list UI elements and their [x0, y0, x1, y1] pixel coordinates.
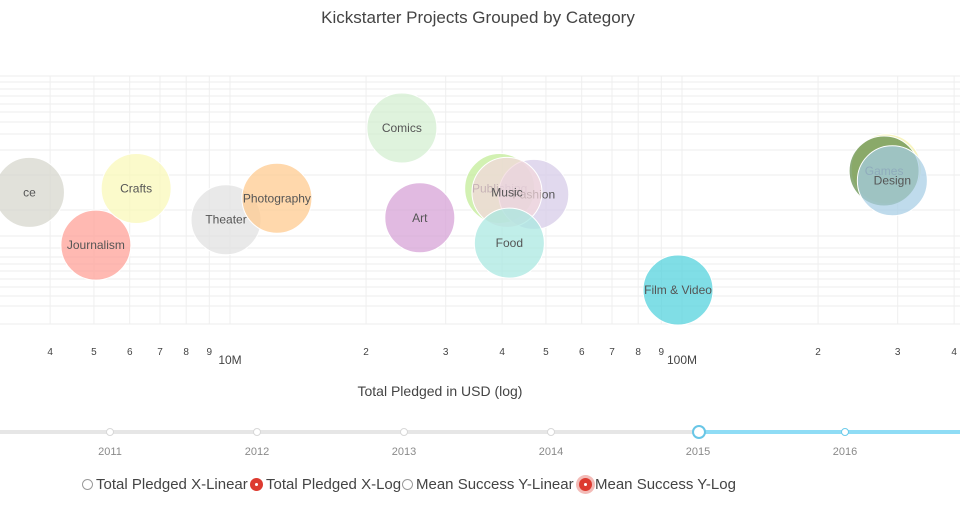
- x-tick-label: 6: [127, 347, 133, 358]
- slider-year-label[interactable]: 2016: [832, 446, 858, 458]
- radio-mean-success-y-log[interactable]: Mean Success Y-Log: [579, 476, 736, 493]
- radio-mean-success-y-linear[interactable]: Mean Success Y-Linear: [402, 476, 574, 493]
- slider-tick[interactable]: [400, 428, 408, 436]
- bubble-art[interactable]: Art: [384, 182, 456, 254]
- x-tick-label: 8: [635, 347, 641, 358]
- year-slider[interactable]: 2011 2012 2013 2014 2015 2016: [0, 418, 960, 462]
- x-tick-label: 5: [91, 347, 97, 358]
- bubble-dance[interactable]: ce: [0, 156, 65, 228]
- radio-total-pledged-x-log[interactable]: Total Pledged X-Log: [250, 476, 401, 493]
- radio-unselected-icon[interactable]: [82, 479, 93, 490]
- slider-track[interactable]: [0, 430, 960, 434]
- data-point[interactable]: [241, 162, 313, 234]
- slider-year-label[interactable]: 2011: [98, 446, 122, 458]
- x-tick-label: 4: [499, 347, 505, 358]
- x-tick-label: 7: [157, 347, 163, 358]
- slider-handle[interactable]: [692, 425, 706, 439]
- x-tick-label: 6: [579, 347, 585, 358]
- data-label: Comics: [382, 121, 422, 135]
- data-label: Film & Video: [644, 283, 712, 297]
- data-point[interactable]: [100, 153, 172, 225]
- slider-year-label[interactable]: 2014: [538, 446, 564, 458]
- x-tick-label: 2: [363, 347, 369, 358]
- chart-title: Kickstarter Projects Grouped by Category: [321, 8, 635, 27]
- bubble-design[interactable]: Design: [856, 145, 928, 217]
- x-axis-title: Total Pledged in USD (log): [357, 383, 523, 399]
- data-point[interactable]: [0, 156, 65, 228]
- data-label: Art: [412, 211, 428, 225]
- bubble-food[interactable]: Food: [473, 207, 545, 279]
- x-tick-label: 5: [543, 347, 549, 358]
- slider-tick[interactable]: [841, 428, 849, 436]
- slider-year-label[interactable]: 2013: [391, 446, 417, 458]
- data-point[interactable]: [384, 182, 456, 254]
- bubble-comics[interactable]: Comics: [366, 92, 438, 164]
- x-tick-label: 4: [951, 347, 957, 358]
- data-label: Food: [496, 236, 523, 250]
- slider-year-label[interactable]: 2012: [244, 446, 270, 458]
- x-tick-label: 4: [47, 347, 53, 358]
- data-point[interactable]: [473, 207, 545, 279]
- x-tick-label: 9: [207, 347, 213, 358]
- slider-tick[interactable]: [547, 428, 555, 436]
- x-tick-label: 9: [659, 347, 665, 358]
- bubble-series: ce Journalism Crafts Theater Photography Comi…: [0, 92, 928, 326]
- radio-label: Total Pledged X-Linear: [96, 476, 248, 493]
- data-label: Photography: [243, 191, 311, 205]
- bubble-journalism[interactable]: Journalism: [60, 209, 132, 281]
- data-label: Design: [874, 174, 911, 188]
- x-tick-label: 3: [895, 347, 901, 358]
- data-point[interactable]: [642, 254, 714, 326]
- radio-label: Mean Success Y-Linear: [416, 476, 574, 493]
- bubble-crafts[interactable]: Crafts: [100, 153, 172, 225]
- plot-area: ce Journalism Crafts Theater Photography Comi…: [0, 75, 960, 367]
- data-label: ce: [23, 185, 36, 199]
- x-tick-label: 2: [815, 347, 821, 358]
- radio-selected-icon[interactable]: [579, 478, 592, 491]
- data-label: Music: [491, 185, 522, 199]
- slider-tick[interactable]: [106, 428, 114, 436]
- x-tick-label: 3: [443, 347, 449, 358]
- radio-unselected-icon[interactable]: [402, 479, 413, 490]
- data-point[interactable]: [366, 92, 438, 164]
- slider-year-label[interactable]: 2015: [685, 446, 711, 458]
- x-tick-label: 10M: [218, 353, 241, 367]
- bubble-photography[interactable]: Photography: [241, 162, 313, 234]
- data-label: Journalism: [67, 238, 125, 252]
- x-tick-label: 7: [609, 347, 615, 358]
- x-tick-label: 8: [183, 347, 189, 358]
- radio-total-pledged-x-linear[interactable]: Total Pledged X-Linear: [82, 476, 248, 493]
- bubble-music[interactable]: Music: [471, 156, 543, 228]
- x-tick-label: 100M: [667, 353, 697, 367]
- data-label: Crafts: [120, 182, 152, 196]
- data-label: Theater: [205, 213, 246, 227]
- data-point[interactable]: [60, 209, 132, 281]
- radio-label: Mean Success Y-Log: [595, 476, 736, 493]
- bubble-film-video[interactable]: Film & Video: [642, 254, 714, 326]
- slider-tick[interactable]: [253, 428, 261, 436]
- slider-selected-range: [698, 430, 960, 434]
- data-point[interactable]: [856, 145, 928, 217]
- radio-label: Total Pledged X-Log: [266, 476, 402, 493]
- radio-selected-icon[interactable]: [250, 478, 263, 491]
